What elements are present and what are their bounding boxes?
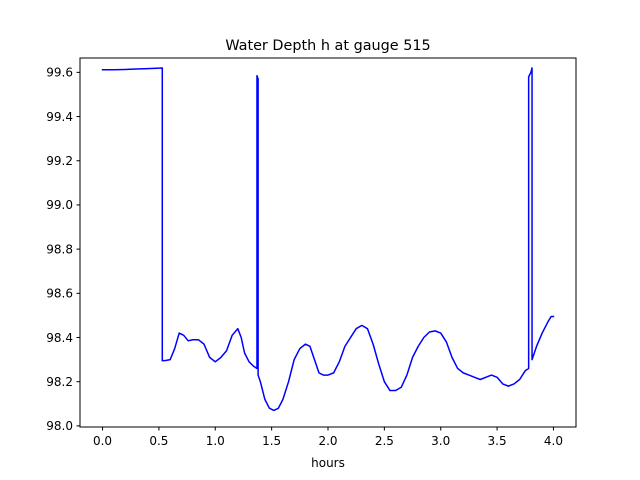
y-tick-label: 98.6	[46, 287, 73, 301]
y-tick-label: 98.4	[46, 331, 73, 345]
y-tick-label: 99.4	[46, 110, 73, 124]
y-tick-label: 98.2	[46, 375, 73, 389]
x-tick-label: 3.0	[431, 434, 450, 448]
x-axis-label: hours	[311, 456, 345, 470]
x-tick-label: 4.0	[544, 434, 563, 448]
x-tick-label: 1.5	[262, 434, 281, 448]
x-tick-label: 3.5	[488, 434, 507, 448]
x-tick-label: 2.0	[318, 434, 337, 448]
chart-title: Water Depth h at gauge 515	[225, 38, 430, 54]
y-tick-label: 99.6	[46, 66, 73, 80]
y-tick-label: 98.8	[46, 242, 73, 256]
y-axis: 98.0 98.2 98.4 98.6 98.8 99.0 99.2 99.4 99.6	[46, 66, 80, 433]
y-tick-label: 98.0	[46, 419, 73, 433]
series-line-0	[101, 67, 555, 412]
x-tick-label: 1.0	[206, 434, 225, 448]
x-tick-label: 0.0	[93, 434, 112, 448]
y-tick-label: 99.0	[46, 198, 73, 212]
x-tick-label: 2.5	[375, 434, 394, 448]
y-tick-label: 99.2	[46, 154, 73, 168]
plot-area	[101, 67, 555, 412]
x-axis: 0.0 0.5 1.0 1.5 2.0 2.5 3.0 3.5 4.0	[93, 427, 563, 448]
x-tick-label: 0.5	[149, 434, 168, 448]
